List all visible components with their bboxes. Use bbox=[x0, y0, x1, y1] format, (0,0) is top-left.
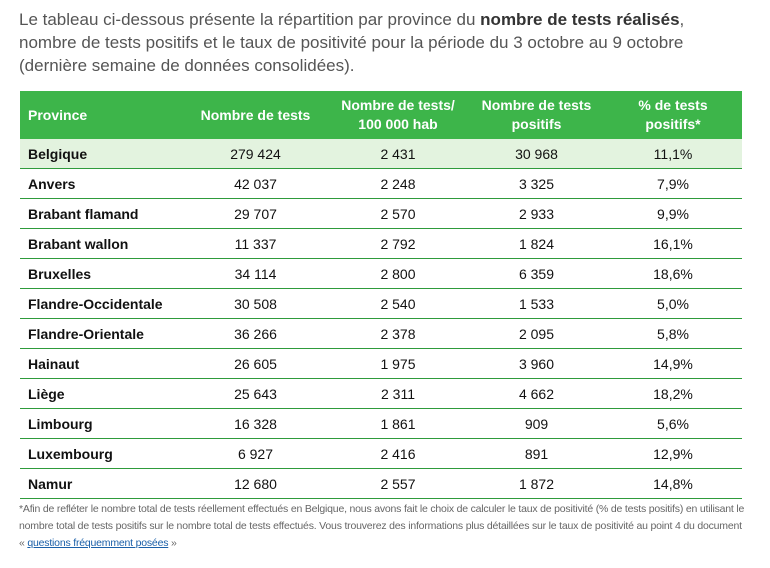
cell-positive: 2 933 bbox=[469, 198, 604, 229]
cell-per100k: 2 540 bbox=[327, 288, 469, 319]
header-positive-line2: positifs bbox=[511, 116, 562, 132]
faq-link[interactable]: questions fréquemment posées bbox=[27, 537, 169, 549]
header-positive-line1: Nombre de tests bbox=[481, 97, 592, 113]
table-row: Limbourg 16 328 1 861 909 5,6% bbox=[20, 408, 742, 439]
cell-province: Bruxelles bbox=[20, 258, 184, 289]
footnote-end: » bbox=[168, 537, 177, 549]
table-row: Brabant wallon 11 337 2 792 1 824 16,1% bbox=[20, 228, 742, 259]
cell-province: Flandre-Orientale bbox=[20, 318, 184, 349]
cell-tests: 42 037 bbox=[184, 168, 327, 199]
cell-tests: 29 707 bbox=[184, 198, 327, 229]
cell-province: Flandre-Occidentale bbox=[20, 288, 184, 319]
cell-positive: 3 325 bbox=[469, 168, 604, 199]
cell-rate: 16,1% bbox=[604, 228, 742, 259]
cell-rate: 11,1% bbox=[604, 139, 742, 169]
table-header-row: Province Nombre de tests Nombre de tests… bbox=[20, 91, 742, 139]
cell-per100k: 2 792 bbox=[327, 228, 469, 259]
cell-positive: 6 359 bbox=[469, 258, 604, 289]
cell-rate: 12,9% bbox=[604, 438, 742, 469]
header-rate-line1: % de tests bbox=[638, 97, 708, 113]
cell-province: Brabant wallon bbox=[20, 228, 184, 259]
header-per100k-line2: 100 000 hab bbox=[358, 116, 438, 132]
footnote: *Afin de refléter le nombre total de tes… bbox=[19, 501, 747, 552]
cell-tests: 36 266 bbox=[184, 318, 327, 349]
table-row: Liège 25 643 2 311 4 662 18,2% bbox=[20, 378, 742, 409]
table-row: Hainaut 26 605 1 975 3 960 14,9% bbox=[20, 348, 742, 379]
cell-rate: 5,8% bbox=[604, 318, 742, 349]
province-tests-table: Province Nombre de tests Nombre de tests… bbox=[20, 91, 742, 499]
cell-positive: 891 bbox=[469, 438, 604, 469]
cell-rate: 5,0% bbox=[604, 288, 742, 319]
intro-bold: nombre de tests réalisés bbox=[480, 10, 680, 29]
header-per100k-line1: Nombre de tests/ bbox=[341, 97, 455, 113]
cell-rate: 14,8% bbox=[604, 468, 742, 499]
cell-tests: 12 680 bbox=[184, 468, 327, 499]
cell-province: Limbourg bbox=[20, 408, 184, 439]
cell-province: Anvers bbox=[20, 168, 184, 199]
cell-tests: 11 337 bbox=[184, 228, 327, 259]
cell-positive: 4 662 bbox=[469, 378, 604, 409]
cell-tests: 25 643 bbox=[184, 378, 327, 409]
footnote-text: *Afin de refléter le nombre total de tes… bbox=[19, 503, 745, 549]
cell-positive: 909 bbox=[469, 408, 604, 439]
table-row: Anvers 42 037 2 248 3 325 7,9% bbox=[20, 168, 742, 199]
cell-province: Belgique bbox=[20, 139, 184, 169]
cell-province: Luxembourg bbox=[20, 438, 184, 469]
cell-positive: 1 824 bbox=[469, 228, 604, 259]
cell-per100k: 2 248 bbox=[327, 168, 469, 199]
cell-per100k: 2 311 bbox=[327, 378, 469, 409]
cell-per100k: 2 557 bbox=[327, 468, 469, 499]
table-row: Flandre-Orientale 36 266 2 378 2 095 5,8… bbox=[20, 318, 742, 349]
cell-tests: 30 508 bbox=[184, 288, 327, 319]
cell-province: Namur bbox=[20, 468, 184, 499]
intro-text-1: Le tableau ci-dessous présente la répart… bbox=[19, 10, 481, 29]
cell-tests: 34 114 bbox=[184, 258, 327, 289]
table-row: Flandre-Occidentale 30 508 2 540 1 533 5… bbox=[20, 288, 742, 319]
intro-text-2: , nombre de tests positifs et le taux de… bbox=[19, 10, 685, 75]
cell-rate: 18,2% bbox=[604, 378, 742, 409]
cell-rate: 18,6% bbox=[604, 258, 742, 289]
header-province: Province bbox=[20, 91, 184, 139]
header-rate: % de tests positifs* bbox=[604, 91, 742, 139]
cell-province: Hainaut bbox=[20, 348, 184, 379]
cell-positive: 1 533 bbox=[469, 288, 604, 319]
header-positive: Nombre de tests positifs bbox=[469, 91, 604, 139]
cell-tests: 16 328 bbox=[184, 408, 327, 439]
cell-tests: 26 605 bbox=[184, 348, 327, 379]
cell-per100k: 2 378 bbox=[327, 318, 469, 349]
table-row: Bruxelles 34 114 2 800 6 359 18,6% bbox=[20, 258, 742, 289]
cell-per100k: 2 416 bbox=[327, 438, 469, 469]
cell-province: Brabant flamand bbox=[20, 198, 184, 229]
table-row: Luxembourg 6 927 2 416 891 12,9% bbox=[20, 438, 742, 469]
cell-positive: 3 960 bbox=[469, 348, 604, 379]
cell-positive: 30 968 bbox=[469, 139, 604, 169]
header-tests: Nombre de tests bbox=[184, 91, 327, 139]
table-row: Brabant flamand 29 707 2 570 2 933 9,9% bbox=[20, 198, 742, 229]
cell-per100k: 2 570 bbox=[327, 198, 469, 229]
table-row: Namur 12 680 2 557 1 872 14,8% bbox=[20, 468, 742, 499]
cell-rate: 5,6% bbox=[604, 408, 742, 439]
cell-rate: 14,9% bbox=[604, 348, 742, 379]
intro-paragraph: Le tableau ci-dessous présente la répart… bbox=[19, 8, 744, 77]
cell-per100k: 2 431 bbox=[327, 139, 469, 169]
cell-rate: 9,9% bbox=[604, 198, 742, 229]
cell-per100k: 1 975 bbox=[327, 348, 469, 379]
cell-tests: 279 424 bbox=[184, 139, 327, 169]
cell-province: Liège bbox=[20, 378, 184, 409]
cell-positive: 2 095 bbox=[469, 318, 604, 349]
table-row-belgique: Belgique 279 424 2 431 30 968 11,1% bbox=[20, 139, 742, 169]
cell-per100k: 1 861 bbox=[327, 408, 469, 439]
cell-positive: 1 872 bbox=[469, 468, 604, 499]
cell-tests: 6 927 bbox=[184, 438, 327, 469]
header-rate-line2: positifs* bbox=[645, 116, 701, 132]
cell-per100k: 2 800 bbox=[327, 258, 469, 289]
header-per100k: Nombre de tests/100 000 hab bbox=[327, 91, 469, 139]
cell-rate: 7,9% bbox=[604, 168, 742, 199]
